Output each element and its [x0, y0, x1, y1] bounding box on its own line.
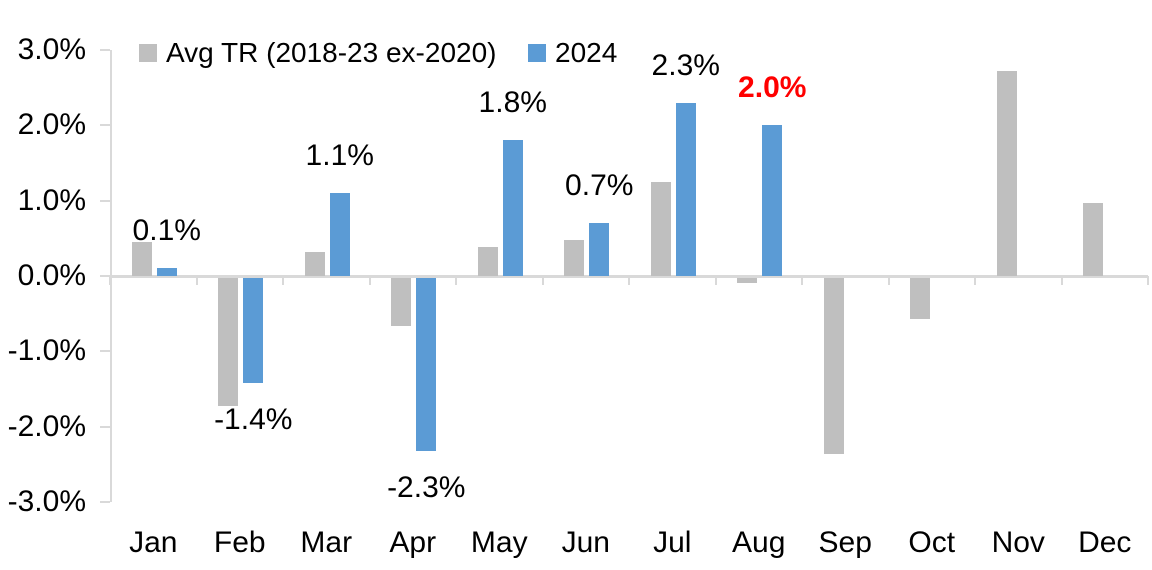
x-axis-tick	[801, 276, 803, 285]
bar-avg-tr-aug	[737, 277, 758, 283]
x-axis-tick	[628, 276, 630, 285]
x-axis-tick	[455, 276, 457, 285]
x-axis-tick	[1060, 276, 1063, 285]
x-tick-label-jul: Jul	[653, 526, 692, 559]
y-tick-label: -2.0%	[7, 409, 86, 443]
y-tick-label: -1.0%	[7, 334, 86, 368]
bar-2024-jun	[589, 223, 610, 276]
data-label-2024-jul: 2.3%	[651, 48, 720, 82]
y-tick-label: 1.0%	[17, 183, 86, 217]
x-tick-label-dec: Dec	[1078, 526, 1132, 559]
bar-avg-tr-may	[477, 247, 498, 276]
x-axis-tick	[541, 276, 544, 285]
x-tick-label-mar: Mar	[300, 526, 353, 559]
x-tick-label-may: May	[470, 526, 528, 559]
bar-avg-tr-feb	[218, 277, 239, 406]
x-axis-tick	[974, 276, 976, 285]
legend-swatch-avg-tr	[139, 44, 157, 62]
legend-label-2024: 2024	[555, 37, 618, 68]
bar-avg-tr-jan	[131, 242, 152, 276]
bar-avg-tr-dec	[1083, 202, 1104, 276]
data-label-2024-aug: 2.0%	[738, 71, 807, 105]
bar-avg-tr-mar	[304, 251, 325, 276]
legend-item-avg-tr: Avg TR (2018-23 ex-2020)	[139, 36, 497, 70]
x-axis-tick	[282, 276, 284, 285]
legend-label-avg-tr: Avg TR (2018-23 ex-2020)	[166, 37, 497, 68]
bar-2024-feb	[243, 277, 264, 383]
x-axis-tick	[1147, 276, 1149, 285]
y-tick-label: 2.0%	[17, 108, 86, 142]
x-tick-label-sep: Sep	[818, 526, 872, 559]
data-label-2024-feb: -1.4%	[214, 403, 293, 437]
legend-swatch-2024	[528, 44, 546, 62]
y-axis-tick	[100, 350, 110, 353]
data-label-2024-jan: 0.1%	[132, 214, 201, 248]
data-label-2024-jun: 0.7%	[565, 169, 634, 203]
x-tick-label-oct: Oct	[908, 526, 956, 559]
bar-avg-tr-jul	[650, 181, 671, 276]
bar-2024-may	[502, 140, 523, 276]
y-axis-tick	[100, 425, 110, 428]
y-tick-label: -3.0%	[7, 484, 86, 518]
data-label-2024-apr: -2.3%	[387, 471, 466, 505]
bar-2024-jul	[675, 102, 696, 276]
x-tick-label-jan: Jan	[129, 526, 178, 559]
bar-2024-mar	[329, 193, 350, 276]
bar-avg-tr-sep	[823, 277, 844, 455]
data-label-2024-may: 1.8%	[478, 86, 547, 120]
x-tick-label-apr: Apr	[389, 526, 437, 559]
x-axis-tick	[887, 276, 890, 285]
x-tick-label-jun: Jun	[561, 526, 610, 559]
y-axis-tick	[100, 500, 110, 503]
bar-2024-jan	[156, 268, 177, 276]
bar-avg-tr-nov	[996, 71, 1017, 276]
x-axis-tick	[195, 276, 198, 285]
y-axis-tick	[100, 275, 110, 277]
data-label-2024-mar: 1.1%	[305, 139, 374, 173]
bar-2024-aug	[762, 125, 783, 276]
legend-item-2024: 2024	[528, 36, 617, 70]
x-tick-label-feb: Feb	[213, 526, 266, 559]
y-tick-label: 3.0%	[17, 33, 86, 67]
y-axis-tick	[100, 124, 110, 127]
y-axis-tick	[100, 49, 110, 52]
x-axis-tick	[368, 276, 371, 285]
x-axis-tick	[109, 276, 111, 285]
x-tick-label-aug: Aug	[732, 526, 786, 559]
x-axis-tick	[714, 276, 717, 285]
x-tick-label-nov: Nov	[991, 526, 1045, 559]
y-axis-tick	[100, 199, 110, 202]
bar-2024-apr	[416, 277, 437, 451]
bar-avg-tr-apr	[391, 277, 412, 327]
bar-avg-tr-oct	[910, 277, 931, 319]
bar-avg-tr-jun	[564, 239, 585, 276]
y-tick-label: 0.0%	[17, 259, 86, 292]
